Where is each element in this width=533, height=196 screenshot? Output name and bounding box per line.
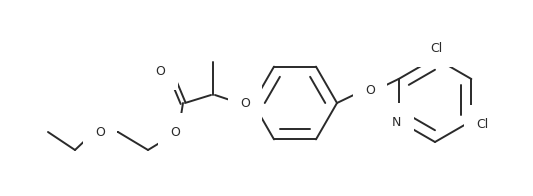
Text: O: O <box>155 64 165 77</box>
Text: N: N <box>392 115 401 129</box>
Text: O: O <box>95 125 105 139</box>
Text: Cl: Cl <box>430 42 442 54</box>
Text: O: O <box>365 83 375 96</box>
Text: O: O <box>240 96 250 110</box>
Text: Cl: Cl <box>477 117 489 131</box>
Text: O: O <box>170 125 180 139</box>
